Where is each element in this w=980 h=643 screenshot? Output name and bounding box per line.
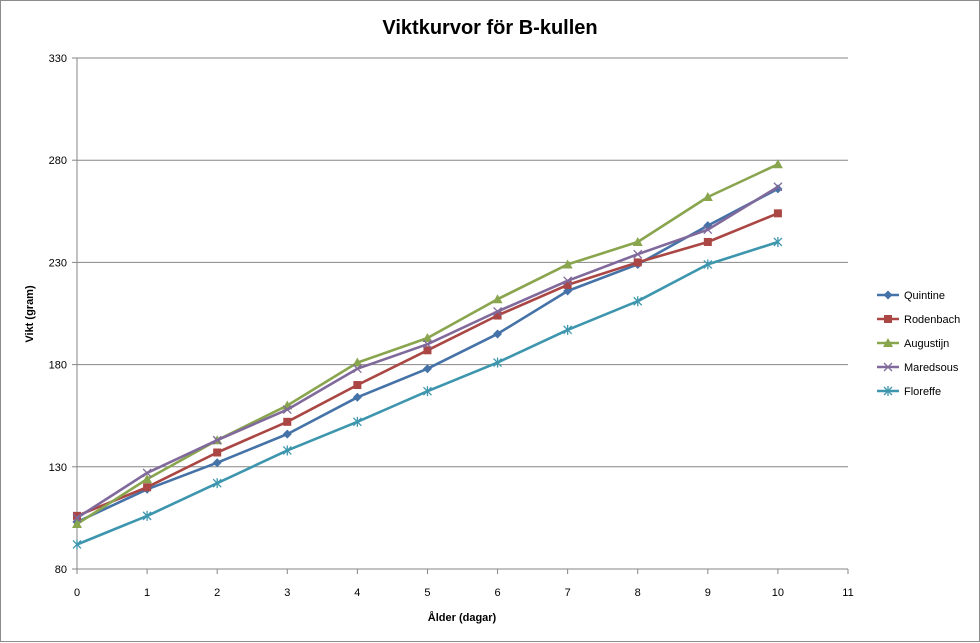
axes-layer xyxy=(76,58,848,570)
point-maredsous-2 xyxy=(212,435,222,445)
legend-marker-floreffe xyxy=(883,386,893,396)
point-rodenbach-2 xyxy=(213,448,222,457)
point-quintine-10 xyxy=(773,184,783,194)
legend-label-rodenbach: Rodenbach xyxy=(904,314,960,326)
x-axis-title: Ålder (dagar) xyxy=(428,611,497,624)
legend-marker-rodenbach xyxy=(884,315,892,323)
point-augustijn-9 xyxy=(702,191,713,201)
point-rodenbach-8 xyxy=(633,258,642,267)
point-quintine-3 xyxy=(282,429,292,439)
y-tick-label-0: 80 xyxy=(55,564,67,576)
x-tick-label-4: 4 xyxy=(354,587,360,599)
point-floreffe-7 xyxy=(563,324,573,335)
point-augustijn-0 xyxy=(72,519,82,529)
point-quintine-2 xyxy=(212,458,222,468)
point-floreffe-6 xyxy=(493,357,503,368)
legend-label-augustijn: Augustijn xyxy=(904,338,949,350)
x-tick-label-6: 6 xyxy=(494,587,500,599)
x-tick-label-11: 11 xyxy=(842,587,853,599)
x-tick-label-3: 3 xyxy=(284,587,290,599)
point-augustijn-7 xyxy=(562,259,573,269)
legend-item-augustijn: Augustijn xyxy=(877,338,949,350)
point-rodenbach-7 xyxy=(563,280,572,289)
point-rodenbach-9 xyxy=(703,237,712,246)
point-rodenbach-0 xyxy=(73,511,81,520)
legend: Quintine Rodenbach Augustijn Maredsous Flore… xyxy=(877,290,960,398)
point-maredsous-4 xyxy=(352,364,362,374)
grid-layer xyxy=(77,57,848,468)
series-line-quintine xyxy=(76,187,779,524)
point-floreffe-0 xyxy=(72,539,82,550)
y-axis-title: Vikt (gram) xyxy=(24,285,36,343)
x-tick-label-10: 10 xyxy=(772,587,784,599)
point-maredsous-10 xyxy=(773,182,783,192)
point-rodenbach-1 xyxy=(143,483,152,492)
series-maredsous xyxy=(72,182,783,523)
x-tick-label-5: 5 xyxy=(424,587,430,599)
legend-label-maredsous: Maredsous xyxy=(904,362,959,374)
plot-area xyxy=(77,58,848,569)
point-quintine-5 xyxy=(422,364,432,374)
point-augustijn-5 xyxy=(422,333,433,343)
point-floreffe-10 xyxy=(773,236,783,247)
point-maredsous-9 xyxy=(703,225,713,235)
y-tick-label-4: 280 xyxy=(49,155,67,167)
point-maredsous-7 xyxy=(563,276,573,286)
legend-marker-maredsous xyxy=(883,362,893,372)
legend-item-rodenbach: Rodenbach xyxy=(877,314,960,326)
point-augustijn-1 xyxy=(142,474,153,484)
series-rodenbach xyxy=(73,209,782,520)
point-maredsous-3 xyxy=(282,405,292,415)
legend-label-floreffe: Floreffe xyxy=(904,386,941,398)
y-tick-label-3: 230 xyxy=(49,257,67,269)
legend-item-quintine: Quintine xyxy=(877,290,945,302)
series-floreffe xyxy=(72,236,783,550)
x-tick-label-2: 2 xyxy=(214,587,220,599)
point-floreffe-5 xyxy=(422,386,432,397)
point-floreffe-4 xyxy=(352,416,362,427)
x-tick-label-9: 9 xyxy=(705,587,711,599)
point-rodenbach-10 xyxy=(773,209,782,218)
y-tick-label-1: 130 xyxy=(49,462,67,474)
point-maredsous-5 xyxy=(422,339,432,349)
series-layer xyxy=(72,159,783,550)
legend-item-maredsous: Maredsous xyxy=(877,362,959,374)
point-rodenbach-5 xyxy=(423,346,432,355)
point-floreffe-1 xyxy=(142,510,152,521)
point-floreffe-9 xyxy=(703,259,713,270)
point-augustijn-4 xyxy=(352,357,363,367)
point-maredsous-1 xyxy=(142,468,152,478)
point-augustijn-8 xyxy=(632,236,643,246)
legend-label-quintine: Quintine xyxy=(904,290,945,302)
point-rodenbach-6 xyxy=(493,311,502,320)
ticks-layer: 80 130 180 230 280 330 0 1 2 3 4 5 6 7 8 9 10 11 xyxy=(49,53,854,599)
point-augustijn-10 xyxy=(772,159,783,169)
point-quintine-6 xyxy=(493,329,503,339)
legend-item-floreffe: Floreffe xyxy=(877,386,941,398)
point-floreffe-8 xyxy=(633,296,643,307)
point-maredsous-8 xyxy=(633,249,643,259)
legend-marker-quintine xyxy=(883,290,893,300)
point-rodenbach-4 xyxy=(353,381,362,390)
y-tick-label-5: 330 xyxy=(49,53,67,65)
point-rodenbach-3 xyxy=(283,417,292,426)
legend-marker-augustijn xyxy=(883,338,893,347)
y-tick-label-2: 180 xyxy=(49,360,67,372)
point-maredsous-6 xyxy=(493,306,503,316)
x-tick-label-0: 0 xyxy=(74,587,80,599)
point-maredsous-0 xyxy=(72,513,82,523)
x-tick-label-7: 7 xyxy=(565,587,571,599)
series-quintine xyxy=(72,184,783,527)
point-quintine-4 xyxy=(352,392,362,402)
point-augustijn-6 xyxy=(492,294,503,304)
point-floreffe-3 xyxy=(282,445,292,456)
x-tick-label-1: 1 xyxy=(144,587,150,599)
x-tick-label-8: 8 xyxy=(635,587,641,599)
chart-title: Viktkurvor för B-kullen xyxy=(382,17,597,39)
point-floreffe-2 xyxy=(212,478,222,489)
